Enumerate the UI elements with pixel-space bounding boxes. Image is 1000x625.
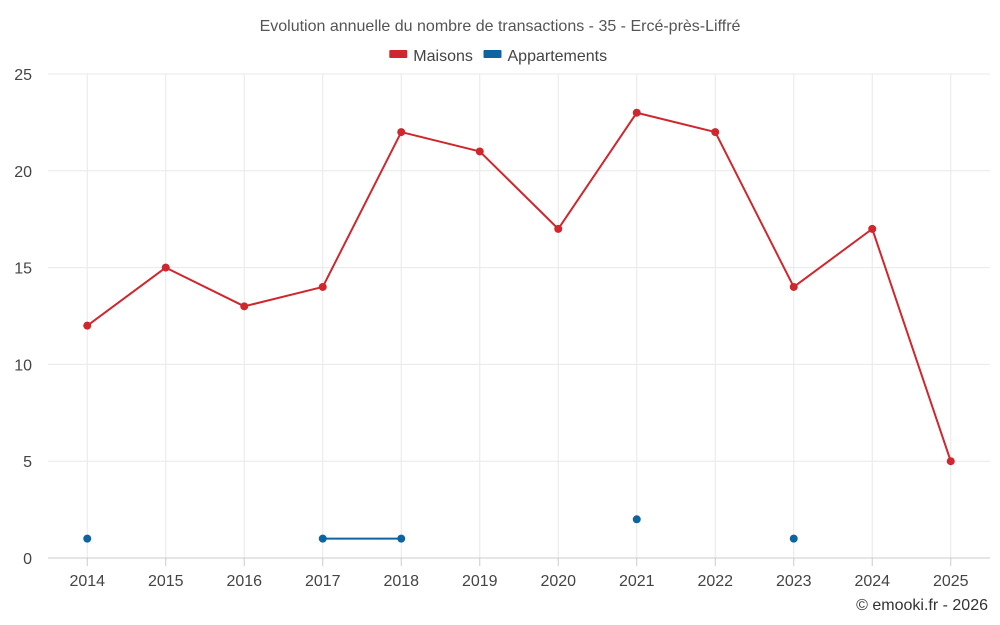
- x-tick-label: 2021: [619, 573, 655, 590]
- x-tick-label: 2016: [226, 573, 262, 590]
- data-point-appartements: [632, 515, 641, 524]
- y-tick-label: 5: [23, 454, 32, 471]
- y-tick-label: 15: [14, 261, 32, 278]
- x-tick-label: 2022: [697, 573, 733, 590]
- y-tick-label: 20: [14, 164, 32, 181]
- y-tick-label: 25: [14, 67, 32, 84]
- series-appartements: [83, 515, 798, 543]
- data-point-maisons: [632, 108, 641, 117]
- x-tick-label: 2025: [933, 573, 969, 590]
- x-tick-label: 2019: [462, 573, 498, 590]
- data-point-maisons: [240, 302, 249, 311]
- x-tick-label: 2017: [305, 573, 341, 590]
- data-point-maisons: [83, 321, 92, 330]
- series-layer: [83, 108, 955, 543]
- legend-label: Appartements: [508, 48, 608, 65]
- data-point-maisons: [475, 147, 484, 156]
- grid: [48, 73, 990, 558]
- data-point-appartements: [789, 534, 798, 543]
- data-point-maisons: [161, 263, 170, 272]
- x-tick-label: 2015: [148, 573, 184, 590]
- x-tick-label: 2024: [854, 573, 890, 590]
- x-tick-label: 2014: [69, 573, 105, 590]
- data-point-maisons: [554, 224, 563, 233]
- data-point-maisons: [789, 282, 798, 291]
- series-line-maisons: [86, 111, 952, 462]
- legend-swatch: [483, 50, 502, 58]
- x-tick-label: 2020: [540, 573, 576, 590]
- data-point-maisons: [711, 128, 720, 137]
- data-point-maisons: [397, 128, 406, 137]
- data-point-maisons: [868, 224, 877, 233]
- legend-item-appartements: Appartements: [483, 48, 608, 65]
- data-point-appartements: [318, 534, 327, 543]
- legend-item-maisons: Maisons: [389, 48, 473, 65]
- credit-text: © emooki.fr - 2026: [856, 597, 988, 614]
- legend: Maisons Appartements: [389, 48, 607, 65]
- series-maisons: [83, 108, 955, 466]
- x-tick-label: 2018: [383, 573, 419, 590]
- data-point-maisons: [318, 282, 327, 291]
- y-tick-label: 0: [23, 551, 32, 568]
- legend-label: Maisons: [413, 48, 473, 65]
- x-tick-label: 2023: [776, 573, 812, 590]
- data-point-maisons: [946, 457, 955, 466]
- chart-title: Evolution annuelle du nombre de transact…: [260, 18, 741, 35]
- legend-swatch: [389, 50, 408, 58]
- y-tick-label: 10: [14, 357, 32, 374]
- data-point-appartements: [397, 534, 406, 543]
- data-point-appartements: [83, 534, 92, 543]
